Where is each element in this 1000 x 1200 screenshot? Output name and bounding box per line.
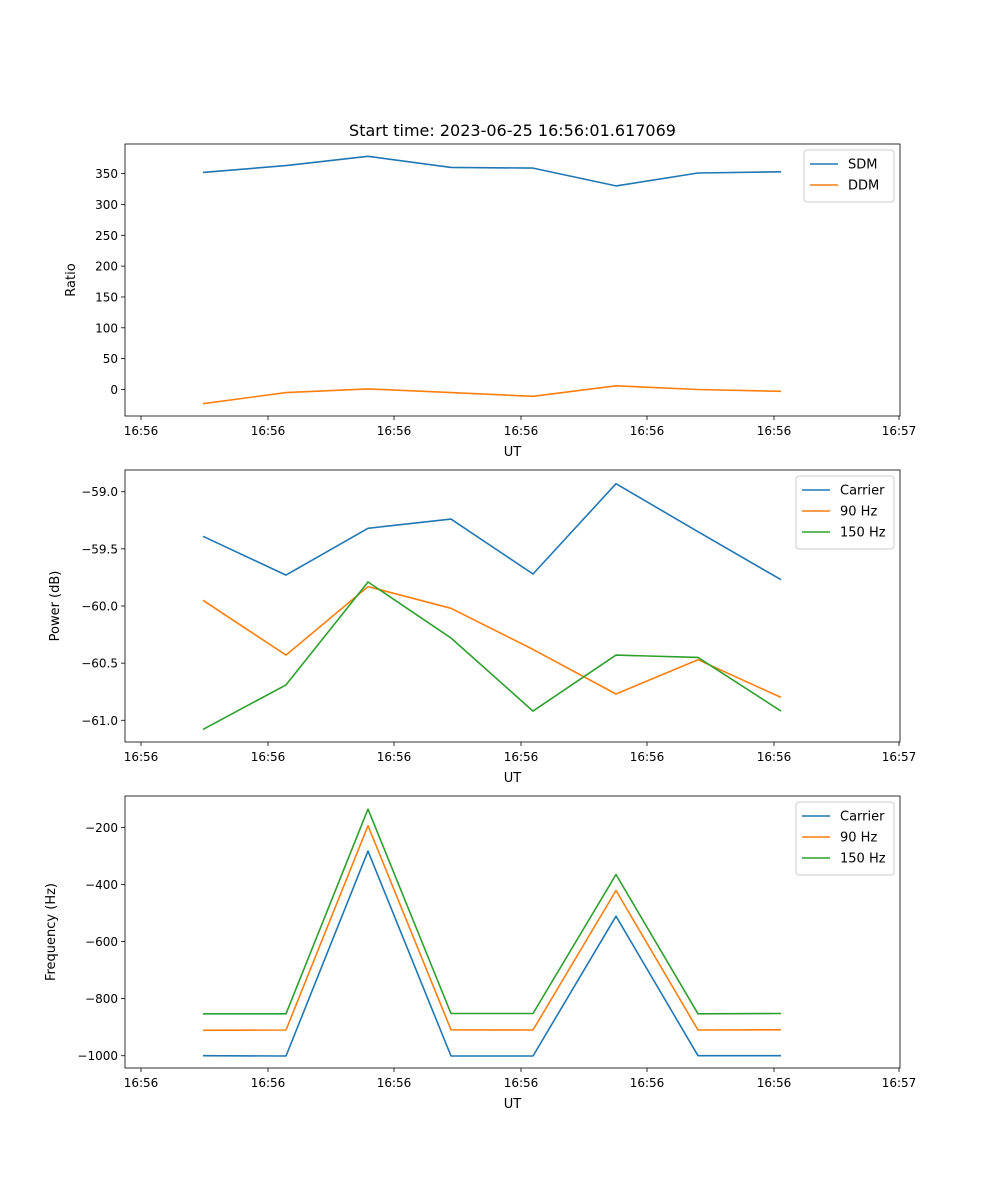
x-tick-label: 16:56: [377, 750, 412, 764]
series-line-ddm: [202, 384, 782, 405]
y-tick-label: 250: [95, 229, 118, 243]
y-axis-label: Ratio: [64, 263, 79, 296]
y-tick-label: −61.0: [81, 714, 118, 728]
x-tick-label: 16:56: [124, 750, 159, 764]
x-tick-label: 16:56: [251, 750, 286, 764]
legend-label: Carrier: [840, 810, 885, 825]
x-tick-label: 16:56: [124, 424, 159, 438]
x-tick-label: 16:56: [757, 750, 792, 764]
x-tick-label: 16:56: [377, 424, 412, 438]
series-line-90-hz: [202, 824, 782, 1032]
y-axis-label: Frequency (Hz): [44, 883, 59, 981]
y-tick-label: −600: [85, 935, 118, 949]
y-tick-label: 350: [95, 167, 118, 181]
series-line-sdm: [202, 155, 782, 187]
legend-label: SDM: [848, 158, 877, 173]
series-line-carrier: [202, 482, 782, 581]
series-line-90-hz: [202, 585, 782, 699]
legend: SDM DDM: [803, 149, 895, 203]
y-tick-label: −1000: [77, 1049, 118, 1063]
legend: Carrier 90 Hz 150 Hz: [795, 475, 895, 550]
x-tick-label: 16:56: [504, 424, 539, 438]
y-tick-label: −59.5: [81, 542, 118, 556]
y-tick-label: 150: [95, 290, 118, 304]
x-tick-label: 16:56: [757, 424, 792, 438]
y-tick-label: 200: [95, 260, 118, 274]
legend-frame: [795, 475, 895, 550]
chart-panel-1: 16:56 16:56 16:56 16:56 16:56 16:56 16:57 0 50 10…: [64, 143, 917, 460]
legend-frame: [803, 149, 895, 203]
x-tick-label: 16:56: [251, 1076, 286, 1090]
legend-label: 90 Hz: [840, 505, 877, 520]
y-axis-label: Power (dB): [48, 571, 63, 642]
x-tick-label: 16:56: [630, 1076, 665, 1090]
axes-frame: [124, 143, 901, 417]
y-tick-label: 300: [95, 198, 118, 212]
x-tick-label: 16:56: [251, 424, 286, 438]
legend-label: DDM: [848, 179, 879, 194]
x-tick-label: 16:56: [377, 1076, 412, 1090]
x-tick-label: 16:56: [504, 1076, 539, 1090]
x-tick-label: 16:56: [630, 750, 665, 764]
x-tick-label: 16:56: [124, 1076, 159, 1090]
y-tick-label: 50: [103, 352, 118, 366]
x-axis-label: UT: [504, 1097, 522, 1112]
y-tick-label: 100: [95, 321, 118, 335]
figure-title: Start time: 2023-06-25 16:56:01.617069: [349, 121, 676, 140]
x-axis-label: UT: [504, 445, 522, 460]
y-tick-label: −60.0: [81, 600, 118, 614]
series-line-150-hz: [202, 581, 782, 731]
chart-panel-2: 16:56 16:56 16:56 16:56 16:56 16:56 16:57 −61.0…: [48, 469, 917, 786]
series-line-carrier: [202, 850, 781, 1057]
y-tick-label: 0: [110, 383, 118, 397]
axes-frame: [124, 795, 901, 1069]
y-tick-label: −59.0: [81, 485, 118, 499]
legend-label: 150 Hz: [840, 526, 886, 541]
x-tick-label: 16:57: [882, 1076, 917, 1090]
y-tick-label: −800: [85, 992, 118, 1006]
y-tick-label: −400: [85, 878, 118, 892]
y-tick-label: −200: [85, 821, 118, 835]
legend-label: Carrier: [840, 484, 885, 499]
x-tick-label: 16:56: [504, 750, 539, 764]
series-line-150-hz: [203, 808, 782, 1015]
legend-frame: [795, 801, 895, 876]
chart-panel-3: 16:56 16:56 16:56 16:56 16:56 16:56 16:57 −1000…: [44, 795, 917, 1112]
legend-label: 90 Hz: [840, 831, 877, 846]
x-tick-label: 16:56: [757, 1076, 792, 1090]
x-tick-label: 16:57: [882, 750, 917, 764]
legend: Carrier 90 Hz 150 Hz: [795, 801, 895, 876]
axes-frame: [124, 469, 901, 743]
legend-label: 150 Hz: [840, 852, 886, 867]
x-tick-label: 16:56: [630, 424, 665, 438]
x-axis-label: UT: [504, 771, 522, 786]
y-tick-label: −60.5: [81, 657, 118, 671]
x-tick-label: 16:57: [882, 424, 917, 438]
